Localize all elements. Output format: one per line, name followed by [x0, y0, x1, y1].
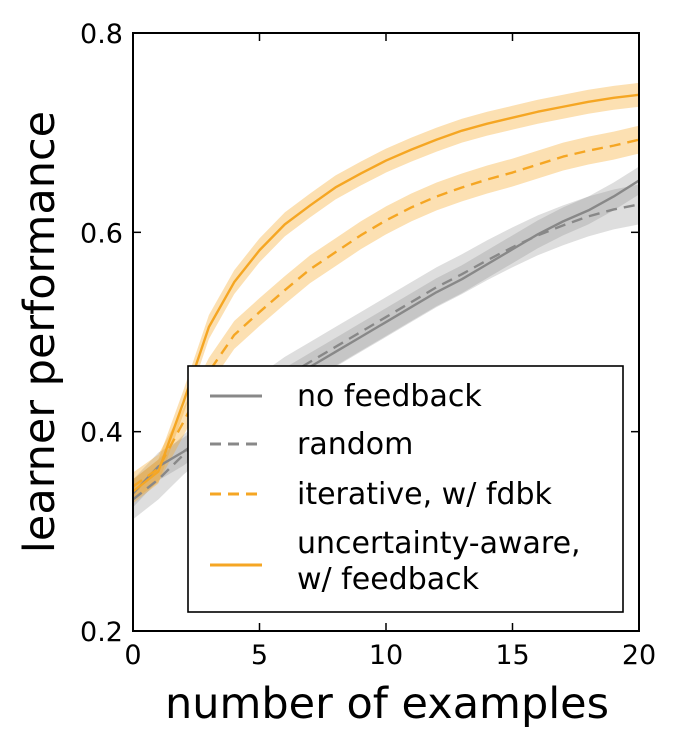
line-uncertainty-aware-w-feedback: [133, 93, 639, 493]
confidence-bands: [133, 82, 639, 520]
band-uncertainty-aware-w-feedback: [133, 82, 639, 504]
y-axis-title: learner performance: [15, 111, 65, 553]
y-axis: 0.2 0.4 0.6 0.8: [80, 19, 639, 648]
legend-label-random: random: [297, 427, 413, 462]
legend-label-no-feedback: no feedback: [297, 379, 482, 414]
legend: no feedback random iterative, w/ fdbk un…: [187, 365, 624, 613]
x-tick-label: 10: [369, 640, 403, 671]
band-no-feedback: [133, 166, 639, 508]
x-tick-label: 5: [251, 640, 268, 671]
x-tick-label: 0: [124, 640, 141, 671]
y-tick-label: 0.8: [80, 19, 123, 50]
y-tick-label: 0.6: [80, 218, 123, 249]
band-iterative-w-fdbk: [133, 125, 639, 501]
x-tick-label: 15: [495, 640, 529, 671]
legend-box: [187, 365, 624, 613]
x-axis: 0 5 10 15 20: [124, 33, 656, 671]
band-random: [133, 184, 639, 520]
legend-label-uncertainty-aware: uncertainty-aware, w/ feedback: [297, 526, 581, 597]
x-axis-title: number of examples: [165, 679, 609, 729]
y-tick-label: 0.4: [80, 418, 123, 449]
legend-label-iterative: iterative, w/ fdbk: [297, 477, 552, 512]
x-tick-label: 20: [622, 640, 656, 671]
y-tick-label: 0.2: [80, 617, 123, 648]
